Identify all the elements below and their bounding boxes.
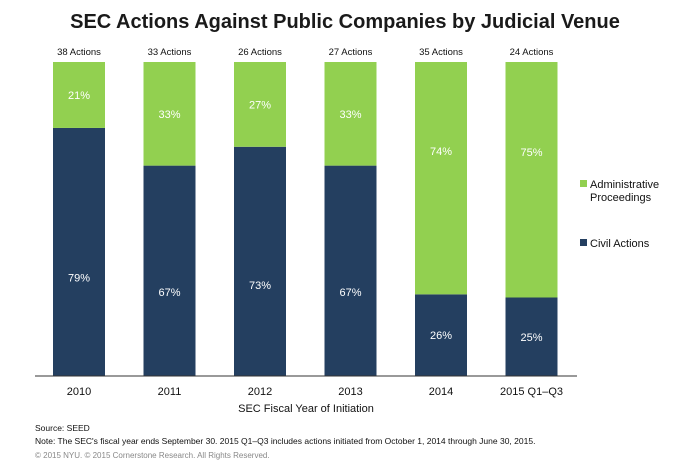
data-label-admin-4: 74% bbox=[430, 146, 452, 158]
data-label-civil-5: 25% bbox=[520, 332, 542, 344]
bar-civil-0 bbox=[53, 127, 105, 376]
data-label-admin-1: 33% bbox=[158, 109, 180, 121]
legend-label-0-1: Proceedings bbox=[590, 192, 652, 204]
bar-admin-2 bbox=[234, 62, 286, 147]
x-tick-label-1: 2011 bbox=[158, 386, 182, 398]
bar-admin-5 bbox=[505, 62, 558, 298]
legend-swatch-0 bbox=[580, 180, 587, 187]
x-tick-label-0: 2010 bbox=[67, 386, 91, 398]
data-label-civil-4: 26% bbox=[430, 330, 452, 342]
data-label-civil-0: 79% bbox=[68, 273, 90, 285]
bar-civil-3 bbox=[324, 165, 377, 376]
bar-civil-4 bbox=[415, 294, 467, 376]
total-label-4: 35 Actions bbox=[419, 47, 463, 58]
x-tick-label-5: 2015 Q1–Q3 bbox=[500, 386, 563, 398]
chart-title: SEC Actions Against Public Companies by … bbox=[70, 11, 620, 33]
bar-civil-5 bbox=[505, 297, 558, 376]
legend-swatch-1 bbox=[580, 239, 587, 246]
stacked-bar-chart: SEC Actions Against Public Companies by … bbox=[35, 11, 659, 415]
x-axis-label: SEC Fiscal Year of Initiation bbox=[238, 403, 374, 415]
bar-admin-0 bbox=[53, 62, 105, 128]
legend-label-0-0: Administrative bbox=[590, 179, 659, 191]
total-label-5: 24 Actions bbox=[510, 47, 554, 58]
copyright: © 2015 NYU. © 2015 Cornerstone Research.… bbox=[35, 451, 270, 460]
x-tick-label-3: 2013 bbox=[338, 386, 362, 398]
data-label-civil-3: 67% bbox=[339, 287, 361, 299]
total-label-1: 33 Actions bbox=[148, 47, 192, 58]
footnote: Note: The SEC's fiscal year ends Septemb… bbox=[35, 436, 536, 446]
legend-label-1-0: Civil Actions bbox=[590, 238, 650, 250]
bar-admin-3 bbox=[324, 62, 377, 166]
total-label-3: 27 Actions bbox=[329, 47, 373, 58]
data-label-admin-5: 75% bbox=[520, 147, 542, 159]
x-tick-label-2: 2012 bbox=[248, 386, 272, 398]
bars-group: 79% 21% 38 Actions 67% 33% 33 Actions 73% 27% 26… bbox=[53, 47, 558, 376]
data-label-admin-3: 33% bbox=[339, 109, 361, 121]
data-label-admin-2: 27% bbox=[249, 99, 271, 111]
x-ticks: 2010 2011 2012 2013 2014 2015 Q1–Q3 bbox=[67, 386, 563, 398]
total-label-2: 26 Actions bbox=[238, 47, 282, 58]
data-label-admin-0: 21% bbox=[68, 90, 90, 102]
x-tick-label-4: 2014 bbox=[429, 386, 453, 398]
bar-admin-4 bbox=[415, 62, 467, 295]
data-label-civil-1: 67% bbox=[158, 287, 180, 299]
bar-admin-1 bbox=[143, 62, 196, 166]
source-note: Source: SEED bbox=[35, 423, 90, 433]
data-label-civil-2: 73% bbox=[249, 280, 271, 292]
bar-civil-2 bbox=[234, 146, 286, 376]
bar-civil-1 bbox=[143, 165, 196, 376]
total-label-0: 38 Actions bbox=[57, 47, 101, 58]
